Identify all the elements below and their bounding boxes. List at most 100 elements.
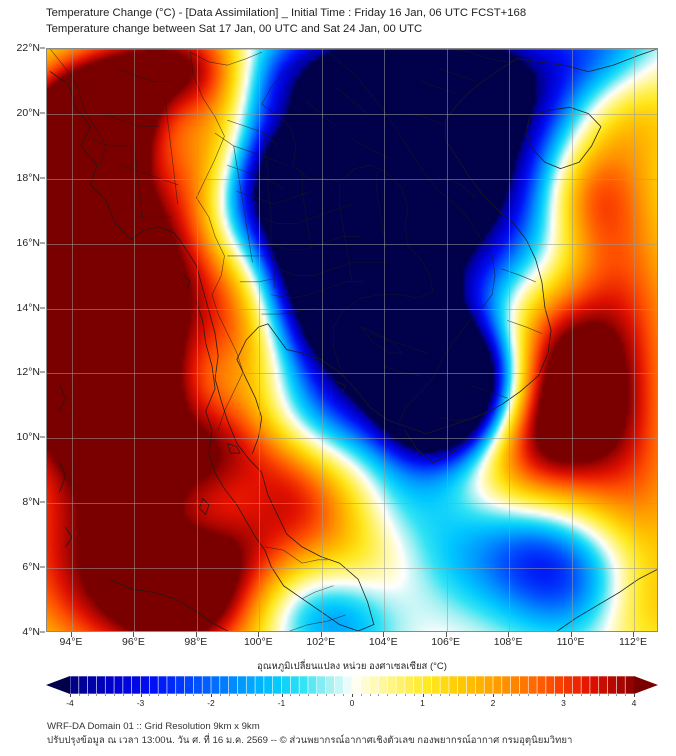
map-outline [370,333,427,354]
colorbar-under-arrow [46,676,70,694]
y-axis-tick-mark [40,371,45,373]
colorbar-minor-tick [589,694,591,696]
colorbar-tick-label: -4 [66,698,74,708]
map-outline [65,527,73,548]
colorbar-minor-tick [237,694,239,696]
colorbar-swatch [607,676,618,694]
map-outline [199,498,210,515]
colorbar-swatch [510,676,521,694]
map-outline [404,430,468,464]
colorbar-arrow-shape [46,676,70,694]
colorbar-swatch [395,676,406,694]
colorbar-minor-tick [228,694,230,696]
colorbar-tick-mark [352,694,353,697]
colorbar-minor-tick [396,694,398,696]
colorbar-minor-tick [625,694,627,696]
colorbar-swatch [580,676,591,694]
x-axis-tick-mark [445,632,447,637]
colorbar-minor-tick [299,694,301,696]
colorbar-tick-mark [493,694,494,697]
map-outline [121,165,178,186]
colorbar-swatch [475,676,485,694]
colorbar-swatch [351,676,362,694]
colorbar-swatch [466,676,477,694]
map-outline [301,585,334,600]
colorbar-swatch [527,676,538,694]
colorbar-minor-tick [334,694,336,696]
colorbar-swatch [316,676,327,694]
colorbar-swatch [431,676,441,694]
map-outline [525,106,602,169]
colorbar-minor-tick [193,694,195,696]
colorbar-bar-row [46,676,658,694]
colorbar-swatch [624,676,634,694]
x-axis-tick-mark [320,632,322,637]
map-outline [102,113,160,127]
colorbar-swatch [131,676,142,694]
colorbar-swatch [404,676,415,694]
colorbar-swatch [334,676,344,694]
colorbar-swatch [237,676,247,694]
map-outline [289,614,347,631]
colorbar: อุณหภูมิเปลี่ยนแปลง หน่วย องศาเซลเซียส (… [46,660,658,710]
x-axis-tick-label: 112°E [619,636,647,648]
colorbar-minor-tick [307,694,309,696]
colorbar-swatch [201,676,212,694]
map-outline [323,49,496,296]
colorbar-swatch [589,676,600,694]
y-axis-tick-mark [40,307,45,309]
colorbar-swatch [492,676,503,694]
map-outline [239,278,275,283]
colorbar-minor-tick [457,694,459,696]
map-outline [556,569,657,631]
colorbar-minor-tick [378,694,380,696]
colorbar-minor-tick [149,694,151,696]
colorbar-swatch [70,676,80,694]
y-axis-tick-label: 14°N [16,301,40,314]
colorbar-tick-label: 2 [490,698,496,708]
colorbar-tick-mark [634,694,635,697]
map-outline [361,326,403,354]
colorbar-minor-tick [413,694,415,696]
map-outline [261,49,315,105]
colorbar-minor-tick [122,694,124,696]
map-outline [301,171,312,250]
colorbar-swatch [563,676,573,694]
y-axis-tick-mark [40,112,45,114]
colorbar-swatch [254,676,265,694]
x-axis-tick-mark [383,632,385,637]
coastline-border-overlay [49,49,657,631]
footer-domain-info: WRF-DA Domain 01 :: Grid Resolution 9km … [47,721,260,732]
colorbar-minor-tick [105,694,107,696]
y-axis-tick-mark [40,566,45,568]
map-outline [339,184,353,283]
map-outline [258,203,353,224]
colorbar-minor-tick [96,694,98,696]
map-outline [516,49,657,73]
y-axis-tick-label: 12°N [16,366,40,379]
map-outline [183,274,191,289]
colorbar-swatch [536,676,547,694]
y-axis-tick-mark [40,177,45,179]
colorbar-swatch [272,676,283,694]
colorbar-tick-mark [70,694,71,697]
colorbar-swatch [457,676,468,694]
x-axis-tick-label: 102°E [306,636,336,648]
colorbar-tick-label: 0 [349,698,355,708]
map-outline [189,51,244,431]
colorbar-minor-tick [519,694,521,696]
map-outline [196,300,375,631]
colorbar-swatch [263,676,274,694]
colorbar-swatch [598,676,609,694]
map-outline [189,51,263,66]
colorbar-minor-tick [510,694,512,696]
colorbar-swatch [483,676,494,694]
colorbar-swatch [378,676,388,694]
colorbar-tick-label: 1 [420,698,425,708]
colorbar-minor-tick [466,694,468,696]
map-outline [333,291,434,380]
temperature-field-canvas [47,49,657,631]
colorbar-minor-tick [360,694,362,696]
colorbar-minor-tick [114,694,116,696]
colorbar-swatch [96,676,106,694]
